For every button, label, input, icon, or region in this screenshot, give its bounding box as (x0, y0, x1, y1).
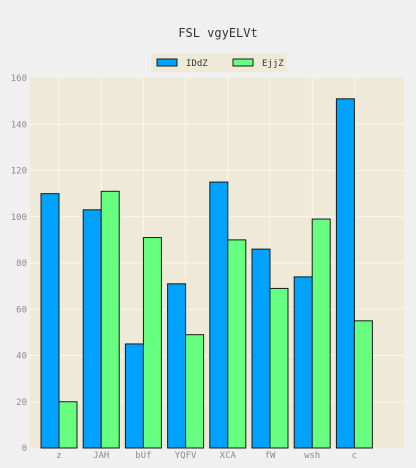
bar-IDdZ-bUf (124, 343, 144, 449)
bar-IDdZ-z (40, 193, 60, 449)
bar-IDdZ-JAH (82, 209, 102, 449)
x-tick-label: bUf (135, 451, 151, 461)
x-tick-label: z (56, 451, 61, 461)
y-tick-label: 100 (11, 213, 27, 223)
legend-label-EjjZ: EjjZ (262, 59, 284, 69)
x-axis-ticks: z JAH bUf YQFV XCA fW wsh c (56, 451, 357, 461)
chart-title: FSL vgyELVt (178, 26, 257, 40)
y-tick-label: 60 (16, 305, 27, 315)
y-tick-label: 120 (11, 167, 27, 177)
legend-label-IDdZ: IDdZ (186, 59, 208, 69)
x-tick-label: wsh (304, 451, 320, 461)
bar-IDdZ-wsh (293, 276, 313, 449)
bar-IDdZ-XCA (209, 181, 229, 449)
bar-EjjZ-JAH (100, 190, 120, 449)
x-tick-label: c (352, 451, 357, 461)
y-axis-ticks: 0 20 40 60 80 100 120 140 160 (11, 74, 27, 454)
y-tick-label: 0 (22, 444, 27, 454)
x-tick-label: JAH (93, 451, 109, 461)
bar-IDdZ-fW (251, 248, 271, 449)
legend-swatch-IDdZ (156, 58, 178, 67)
y-tick-label: 40 (16, 352, 27, 362)
y-tick-label: 160 (11, 74, 27, 84)
x-tick-label: YQFV (175, 451, 197, 461)
bar-IDdZ-YQFV (167, 283, 187, 449)
bar-IDdZ-c (335, 98, 355, 449)
y-tick-label: 80 (16, 259, 27, 269)
bar-EjjZ-c (353, 320, 373, 449)
bar-EjjZ-fW (269, 287, 289, 449)
x-tick-label: fW (265, 451, 276, 461)
x-tick-label: XCA (220, 451, 237, 461)
bars (40, 98, 373, 449)
bar-EjjZ-wsh (311, 218, 331, 449)
legend-box (151, 53, 287, 72)
legend: IDdZ EjjZ (151, 53, 287, 72)
bar-EjjZ-bUf (142, 237, 162, 449)
bar-EjjZ-XCA (227, 239, 247, 449)
bar-EjjZ-z (58, 401, 78, 449)
legend-swatch-EjjZ (232, 58, 254, 67)
y-tick-label: 20 (16, 398, 27, 408)
y-tick-label: 140 (11, 120, 27, 130)
bar-EjjZ-YQFV (185, 334, 205, 449)
